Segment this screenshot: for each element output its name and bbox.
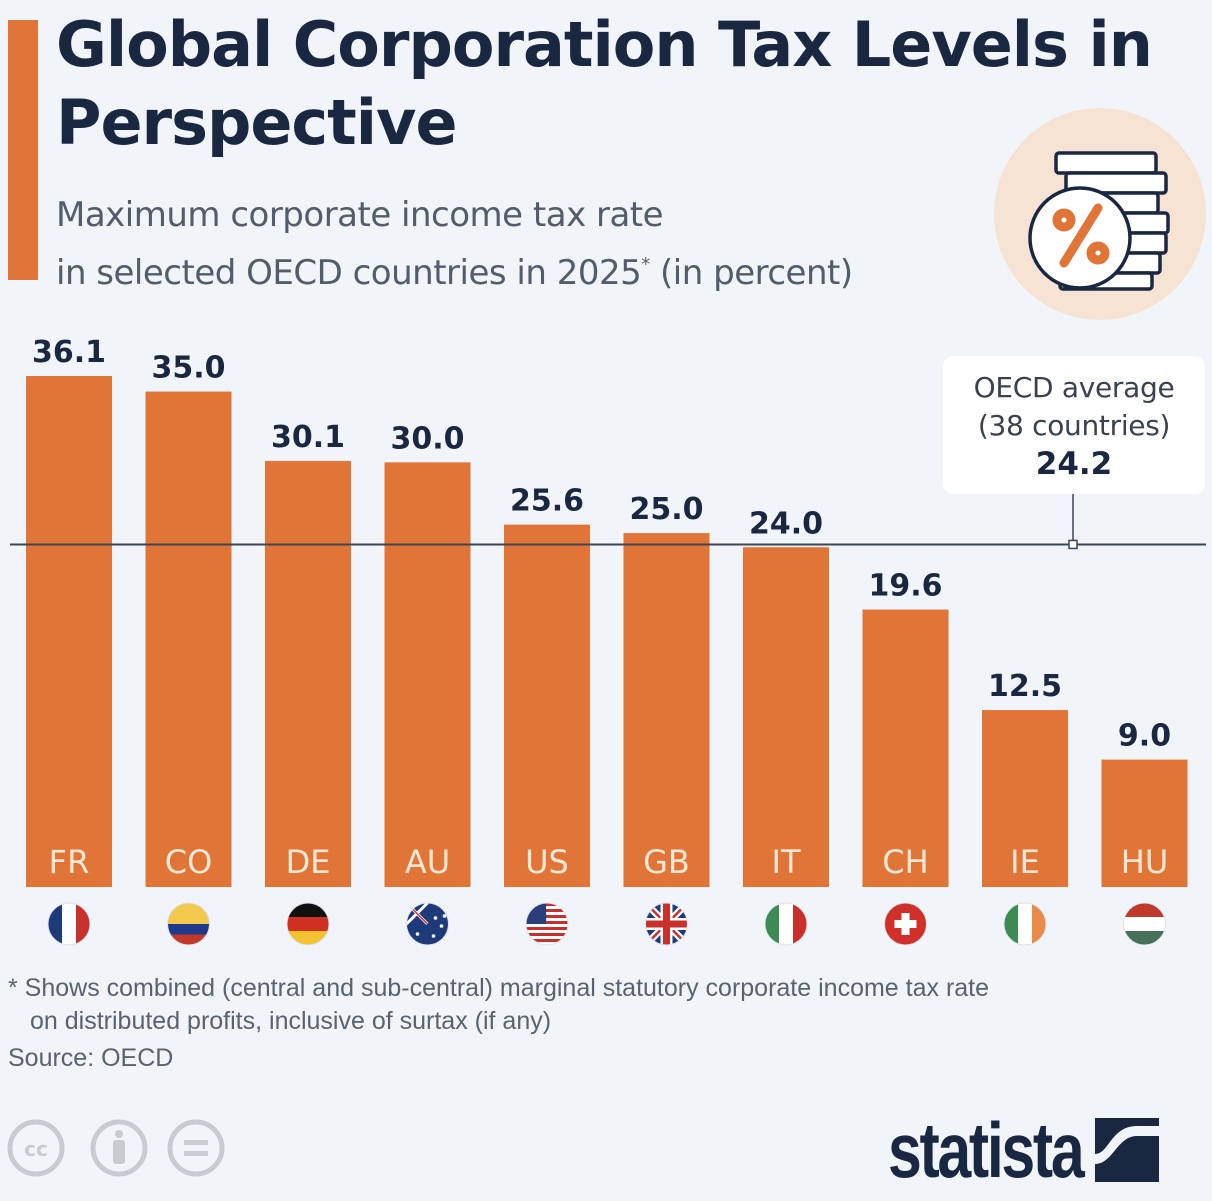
bar-value-label: 30.1 bbox=[271, 420, 345, 455]
bar-value-label: 35.0 bbox=[151, 351, 225, 386]
category-label: FR bbox=[49, 843, 90, 881]
bar-fr bbox=[26, 376, 112, 887]
flag-colombia-icon bbox=[167, 902, 210, 946]
bar-value-label: 30.0 bbox=[390, 421, 464, 456]
bar-value-label: 9.0 bbox=[1118, 719, 1171, 754]
subtitle-line-2: in selected OECD countries in 2025 bbox=[56, 253, 642, 293]
bar-gb bbox=[623, 533, 710, 887]
oecd-average-label-line-2: (38 countries) bbox=[977, 409, 1171, 442]
subtitle-line-1: Maximum corporate income tax rate bbox=[56, 195, 664, 235]
flag-france-icon bbox=[47, 902, 91, 946]
chart-title: Global Corporation Tax Levels in Perspec… bbox=[56, 8, 1153, 159]
bar-it bbox=[743, 547, 829, 887]
bar-de bbox=[265, 460, 351, 887]
creative-commons-icon[interactable]: cc bbox=[7, 1119, 65, 1177]
category-label: GB bbox=[643, 843, 690, 881]
flag-united-states-icon bbox=[525, 902, 569, 946]
bar-value-label: 19.6 bbox=[868, 569, 942, 604]
footnote-line-1: * Shows combined (central and sub-centra… bbox=[8, 974, 990, 1002]
bar-value-label: 12.5 bbox=[988, 669, 1062, 704]
flag-ireland-icon bbox=[1003, 902, 1047, 946]
flag-hungary-icon bbox=[1123, 902, 1166, 946]
flag-italy-icon bbox=[764, 902, 808, 946]
subtitle-asterisk: * bbox=[641, 254, 650, 275]
category-label: AU bbox=[405, 843, 450, 881]
subtitle-unit: (in percent) bbox=[649, 253, 853, 293]
category-label: CO bbox=[165, 843, 213, 881]
oecd-average-label-line-1: OECD average bbox=[973, 371, 1175, 404]
oecd-average-marker bbox=[1068, 539, 1078, 550]
category-label: DE bbox=[286, 843, 331, 881]
oecd-average-value: 24.2 bbox=[1035, 446, 1113, 482]
oecd-average-label: OECD average (38 countries) bbox=[943, 369, 1205, 445]
category-label: IT bbox=[772, 843, 801, 881]
bar-value-label: 25.6 bbox=[510, 484, 584, 519]
footnote: * Shows combined (central and sub-centra… bbox=[8, 972, 1158, 1038]
bar-value-label: 25.0 bbox=[629, 492, 703, 527]
source-label: Source: OECD bbox=[8, 1044, 174, 1072]
category-label: US bbox=[525, 843, 569, 881]
bar-co bbox=[145, 391, 232, 887]
chart-subtitle: Maximum corporate income tax rate in sel… bbox=[56, 190, 996, 298]
bar-ie bbox=[982, 710, 1068, 887]
attribution-icon[interactable] bbox=[90, 1119, 148, 1177]
flag-australia-icon bbox=[406, 902, 449, 946]
coins-percent-icon bbox=[994, 108, 1206, 320]
category-label: HU bbox=[1121, 843, 1168, 881]
no-derivatives-icon[interactable] bbox=[167, 1119, 225, 1177]
footnote-line-2: on distributed profits, inclusive of sur… bbox=[30, 1007, 552, 1035]
flag-switzerland-icon bbox=[884, 902, 927, 946]
statista-wordmark: statista bbox=[888, 1106, 1085, 1194]
bar-us bbox=[504, 524, 590, 887]
title-accent-bar bbox=[8, 20, 38, 280]
flag-germany-icon bbox=[286, 902, 330, 946]
bar-ch bbox=[862, 609, 949, 887]
license-icons[interactable]: cc bbox=[6, 1118, 226, 1178]
category-label: CH bbox=[882, 843, 928, 881]
flag-united-kingdom-icon bbox=[645, 902, 688, 946]
bar-value-label: 24.0 bbox=[749, 506, 823, 541]
bar-au bbox=[384, 462, 471, 887]
bar-hu bbox=[1101, 759, 1188, 887]
statista-logo[interactable]: statista bbox=[888, 1106, 1160, 1194]
bar-value-label: 36.1 bbox=[32, 335, 106, 370]
bar-chart: 36.1 FR 35.0 CO 30.1 DE 30.0 AU 25.6 US 25.0 GB 24.0… bbox=[10, 335, 1206, 946]
oecd-average-callout: OECD average (38 countries) 24.2 bbox=[943, 356, 1205, 494]
svg-text:cc: cc bbox=[24, 1137, 48, 1161]
statista-logo-icon bbox=[1095, 1118, 1160, 1182]
category-label: IE bbox=[1010, 843, 1040, 881]
